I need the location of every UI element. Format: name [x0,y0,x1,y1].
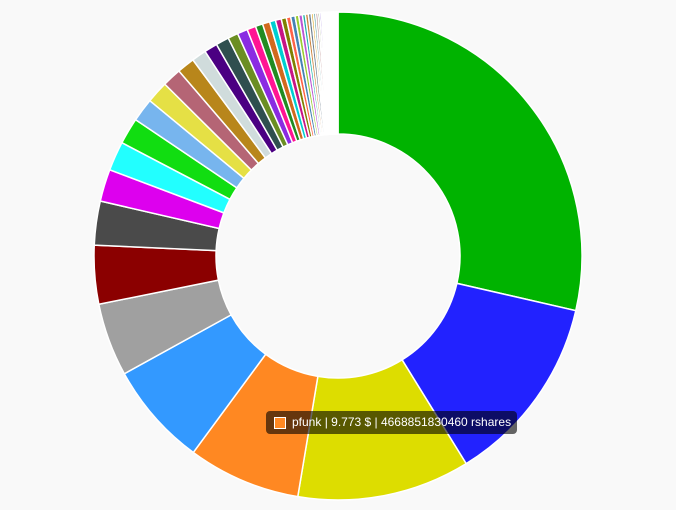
tooltip-color-swatch [274,416,286,429]
tooltip-text: pfunk | 9.773 $ | 4668851830460 rshares [292,415,512,429]
donut-slice-1[interactable] [337,11,583,312]
chart-tooltip: pfunk | 9.773 $ | 4668851830460 rshares [266,411,518,434]
